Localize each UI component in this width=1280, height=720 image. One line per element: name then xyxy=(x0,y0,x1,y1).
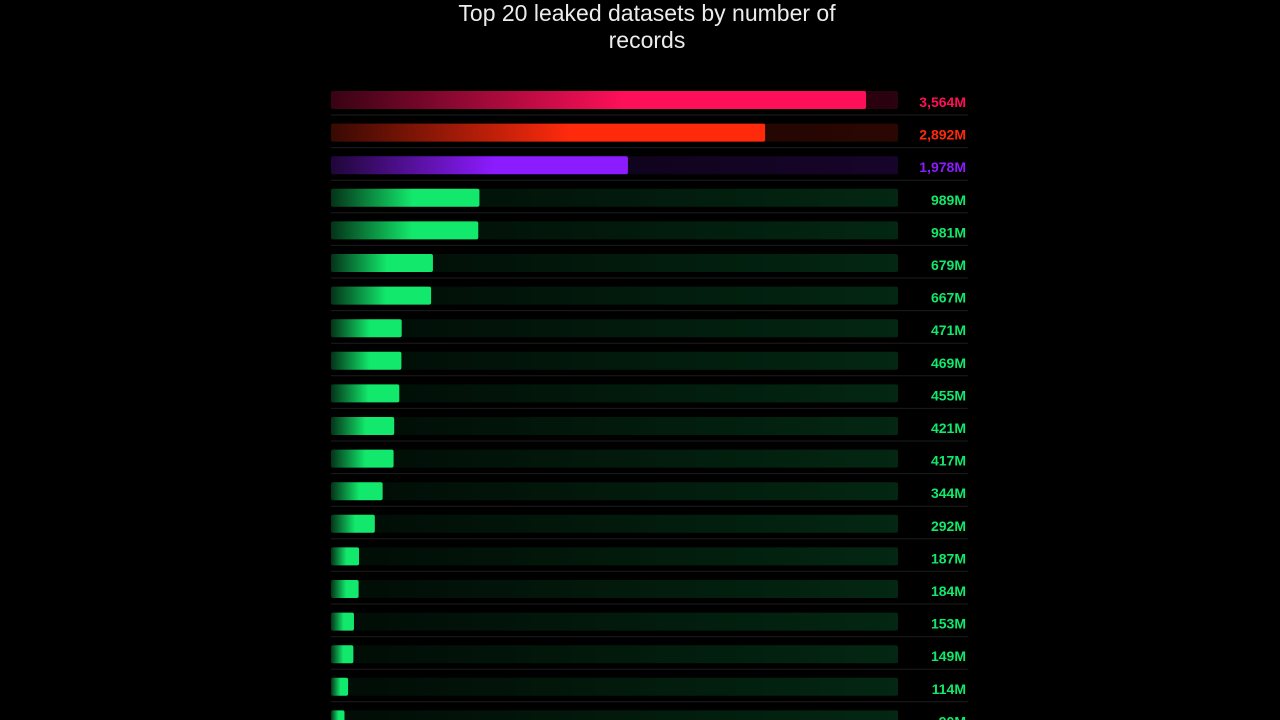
bar xyxy=(331,188,480,207)
value-label: 292M xyxy=(931,518,966,534)
value-label: 679M xyxy=(931,257,966,273)
bar xyxy=(331,351,402,370)
value-label: 90M xyxy=(939,713,966,720)
value-label: 184M xyxy=(931,583,966,599)
bar xyxy=(331,580,359,598)
value-label: 187M xyxy=(931,550,966,566)
bar-track xyxy=(331,384,898,403)
value-label: 471M xyxy=(931,322,966,338)
value-label: 421M xyxy=(931,420,966,436)
bar xyxy=(331,612,354,631)
bar xyxy=(331,482,383,501)
value-label: 149M xyxy=(931,648,966,664)
labels-layer: 3,564M 2,892M 1,978M 989M 981M 679M 667M 471M 46… xyxy=(919,94,966,720)
bar-track xyxy=(331,417,898,435)
value-label: 3,564M xyxy=(919,94,966,110)
bar xyxy=(331,645,354,664)
bar xyxy=(331,384,400,403)
bars-layer xyxy=(331,91,968,720)
bar xyxy=(331,547,360,566)
bar-track xyxy=(331,547,898,566)
bar xyxy=(331,123,766,142)
value-label: 667M xyxy=(931,290,966,306)
bar-track xyxy=(331,514,898,533)
bar-track xyxy=(331,677,898,696)
bar-track xyxy=(331,254,898,272)
value-label: 469M xyxy=(931,355,966,371)
chart-title: Top 20 leaked datasets by number of reco… xyxy=(458,0,836,53)
bar-track xyxy=(331,580,898,598)
value-label: 2,892M xyxy=(919,127,966,143)
bar-track xyxy=(331,612,898,631)
bar-track xyxy=(331,449,898,468)
bar xyxy=(331,417,395,435)
value-label: 455M xyxy=(931,387,966,403)
bar xyxy=(331,254,433,272)
value-label: 989M xyxy=(931,192,966,208)
bar xyxy=(331,221,479,240)
bar xyxy=(331,319,402,338)
value-label: 1,978M xyxy=(919,159,966,175)
value-label: 981M xyxy=(931,224,966,240)
bar xyxy=(331,677,349,696)
value-label: 153M xyxy=(931,616,966,632)
bar-track xyxy=(331,351,898,370)
bar xyxy=(331,91,866,109)
bar-track xyxy=(331,482,898,501)
bar xyxy=(331,449,394,468)
bar-track xyxy=(331,286,898,305)
value-label: 417M xyxy=(931,453,966,469)
bar xyxy=(331,710,345,720)
bar-track xyxy=(331,710,898,720)
bar-track xyxy=(331,319,898,338)
bar xyxy=(331,514,375,533)
bar-track xyxy=(331,645,898,664)
bar xyxy=(331,156,628,175)
value-label: 344M xyxy=(931,485,966,501)
bar xyxy=(331,286,432,305)
value-label: 114M xyxy=(932,681,966,697)
